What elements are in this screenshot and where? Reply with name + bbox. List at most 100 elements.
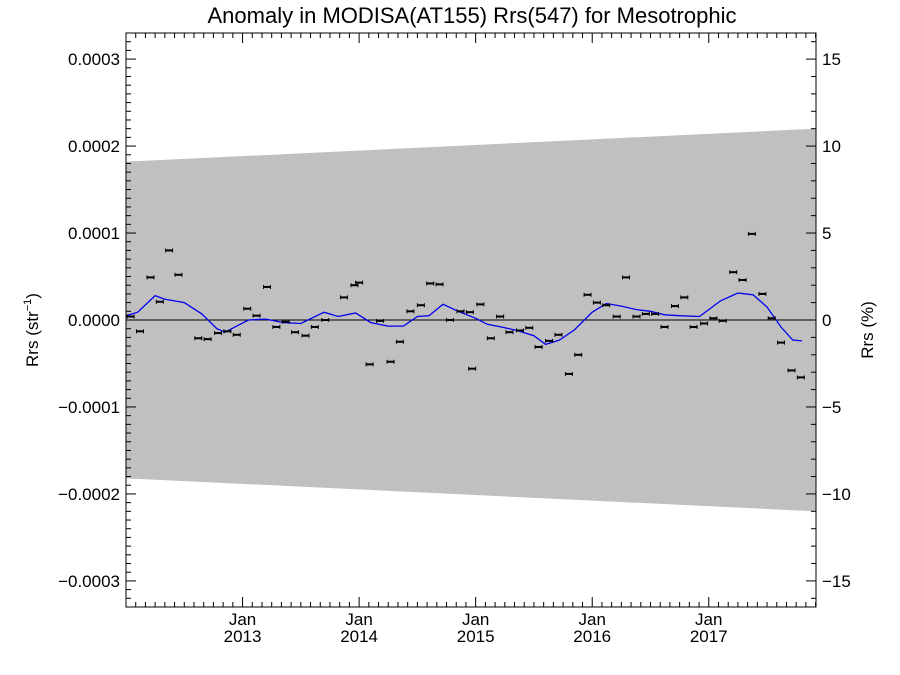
data-point bbox=[355, 280, 364, 285]
y-tick-label-right: −10 bbox=[822, 485, 851, 504]
data-point bbox=[767, 316, 776, 321]
data-point bbox=[350, 283, 359, 288]
data-point bbox=[174, 272, 183, 277]
data-point bbox=[465, 310, 474, 315]
x-tick-label-month: Jan bbox=[462, 610, 489, 629]
data-point bbox=[660, 324, 669, 329]
data-point bbox=[203, 337, 212, 342]
data-point bbox=[272, 324, 281, 329]
data-point bbox=[263, 284, 272, 289]
y-tick-label-left: −0.0002 bbox=[58, 485, 120, 504]
data-point bbox=[426, 281, 435, 286]
data-point bbox=[435, 282, 444, 287]
x-tick-label-month: Jan bbox=[345, 610, 372, 629]
y-tick-label-right: 15 bbox=[822, 50, 841, 69]
data-point bbox=[365, 362, 374, 367]
plot-inner bbox=[126, 128, 816, 512]
data-point bbox=[476, 302, 485, 307]
data-point bbox=[214, 331, 223, 336]
y-axis-label-left: Rrs (str−1) bbox=[22, 293, 42, 367]
x-tick-label-year: 2016 bbox=[573, 627, 611, 646]
y-axis-label-right: Rrs (%) bbox=[858, 301, 877, 359]
data-point bbox=[468, 366, 477, 371]
data-point bbox=[165, 248, 174, 253]
trend-line bbox=[126, 292, 803, 346]
y-tick-label-left: 0.0003 bbox=[68, 50, 120, 69]
y-axis-label-left-exponent: −1 bbox=[22, 299, 34, 312]
data-point bbox=[602, 303, 611, 308]
data-point bbox=[291, 330, 300, 335]
y-tick-label-left: −0.0003 bbox=[58, 572, 120, 591]
data-point bbox=[718, 318, 727, 323]
data-point bbox=[680, 295, 689, 300]
y-tick-label-right: 5 bbox=[822, 224, 831, 243]
data-point bbox=[416, 303, 425, 308]
data-point bbox=[301, 333, 310, 338]
y-tick-label-right: 0 bbox=[822, 311, 831, 330]
x-tick-label-year: 2015 bbox=[457, 627, 495, 646]
y-tick-label-left: 0.0000 bbox=[68, 311, 120, 330]
data-point bbox=[545, 338, 554, 343]
data-point bbox=[651, 311, 660, 316]
data-point bbox=[243, 306, 252, 311]
data-point bbox=[310, 324, 319, 329]
data-point bbox=[534, 344, 543, 349]
data-point bbox=[564, 371, 573, 376]
data-point bbox=[486, 336, 495, 341]
data-point bbox=[554, 332, 563, 337]
data-point bbox=[339, 295, 348, 300]
data-point bbox=[321, 318, 330, 322]
x-tick-label-month: Jan bbox=[695, 610, 722, 629]
data-point bbox=[612, 314, 621, 319]
y-tick-label-right: −15 bbox=[822, 572, 851, 591]
x-tick-label-month: Jan bbox=[579, 610, 606, 629]
y-tick-label-left: 0.0001 bbox=[68, 224, 120, 243]
data-point bbox=[126, 314, 135, 319]
data-point bbox=[155, 299, 164, 304]
data-point bbox=[787, 368, 796, 373]
data-point bbox=[252, 313, 261, 318]
data-point bbox=[194, 336, 203, 341]
chart-title: Anomaly in MODISA(AT155) Rrs(547) for Me… bbox=[208, 3, 737, 28]
data-point bbox=[223, 329, 232, 334]
y-tick-label-right: −5 bbox=[822, 398, 841, 417]
x-tick-label-year: 2014 bbox=[340, 627, 378, 646]
data-point bbox=[496, 314, 505, 319]
data-point bbox=[670, 304, 679, 309]
data-point bbox=[376, 318, 385, 323]
data-point bbox=[395, 339, 404, 344]
data-point bbox=[446, 318, 455, 322]
axes: 0.0003 0.0002 0.0001 0.0000 −0.0001 −0.0002 −0… bbox=[58, 32, 851, 646]
data-point bbox=[574, 352, 583, 357]
data-point bbox=[592, 300, 601, 305]
data-point bbox=[729, 270, 738, 275]
data-point bbox=[583, 292, 592, 297]
data-point bbox=[709, 316, 718, 321]
data-point bbox=[232, 332, 241, 337]
data-point bbox=[281, 319, 290, 324]
data-point bbox=[146, 275, 155, 280]
data-point bbox=[632, 314, 641, 319]
data-point bbox=[641, 311, 650, 316]
data-point bbox=[135, 329, 144, 334]
data-point bbox=[505, 330, 514, 335]
data-point bbox=[796, 375, 805, 380]
data-point bbox=[456, 309, 465, 314]
data-point bbox=[525, 325, 534, 330]
plot-area bbox=[126, 128, 816, 512]
y-tick-label-left: −0.0001 bbox=[58, 398, 120, 417]
x-tick-label-year: 2013 bbox=[224, 627, 262, 646]
y-axis-label-left-main: Rrs (str bbox=[23, 311, 42, 367]
data-point bbox=[700, 321, 709, 326]
data-point bbox=[747, 231, 756, 236]
data-point bbox=[515, 328, 524, 333]
y-axis-label-left-close: ) bbox=[23, 293, 42, 299]
data-point bbox=[738, 277, 747, 282]
x-tick-label-month: Jan bbox=[229, 610, 256, 629]
data-point bbox=[406, 309, 415, 314]
data-point bbox=[689, 324, 698, 329]
data-point bbox=[386, 359, 395, 364]
y-tick-label-right: 10 bbox=[822, 137, 841, 156]
y-tick-label-left: 0.0002 bbox=[68, 137, 120, 156]
